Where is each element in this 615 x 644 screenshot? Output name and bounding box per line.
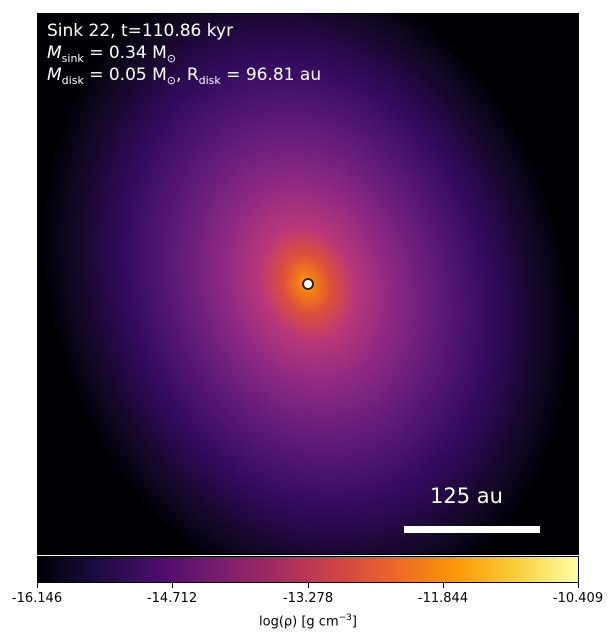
sink-title: Sink 22, t=110.86 kyr — [47, 21, 234, 41]
scale-bar — [404, 526, 540, 533]
disk-params-label: Mdisk = 0.05 M⊙, Rdisk = 96.81 au — [47, 65, 322, 87]
colorbar-tick-label: -14.712 — [146, 591, 198, 606]
scale-bar-label: 125 au — [430, 484, 503, 508]
colorbar-label-exp: −3 — [338, 613, 352, 623]
mdisk-symbol: M — [47, 65, 62, 85]
colorbar-tick — [172, 583, 173, 588]
colorbar-tick — [578, 583, 579, 588]
colorbar-tick-label: -16.146 — [11, 591, 63, 606]
colorbar-tick-label: -13.278 — [282, 591, 334, 606]
msink-unit-sub: ⊙ — [166, 52, 177, 65]
colorbar-tick-label: -10.409 — [552, 591, 604, 606]
mdisk-value: = 0.05 M — [83, 65, 167, 85]
colorbar-label-prefix: log(ρ) [g cm — [259, 614, 339, 630]
msink-sub: sink — [61, 52, 84, 65]
mdisk-unit-sub: ⊙ — [166, 74, 177, 87]
colorbar-label: log(ρ) [g cm−3] — [259, 613, 357, 629]
sink-mass-label: Msink = 0.34 M⊙ — [47, 43, 177, 65]
colorbar-tick — [37, 583, 38, 588]
colorbar — [37, 556, 579, 583]
mdisk-sub: disk — [61, 74, 84, 87]
rdisk-sub: disk — [198, 74, 221, 87]
colorbar-tick-label: -11.844 — [417, 591, 469, 606]
density-projection-plot: Sink 22, t=110.86 kyr Msink = 0.34 M⊙ Md… — [37, 13, 579, 555]
rdisk-sep: , R — [176, 65, 199, 85]
colorbar-label-suffix: ] — [351, 614, 357, 630]
colorbar-tick — [308, 583, 309, 588]
msink-value: = 0.34 M — [83, 43, 167, 63]
msink-symbol: M — [47, 43, 62, 63]
sink-marker — [302, 278, 314, 290]
rdisk-value: = 96.81 au — [220, 65, 322, 85]
colorbar-tick — [443, 583, 444, 588]
